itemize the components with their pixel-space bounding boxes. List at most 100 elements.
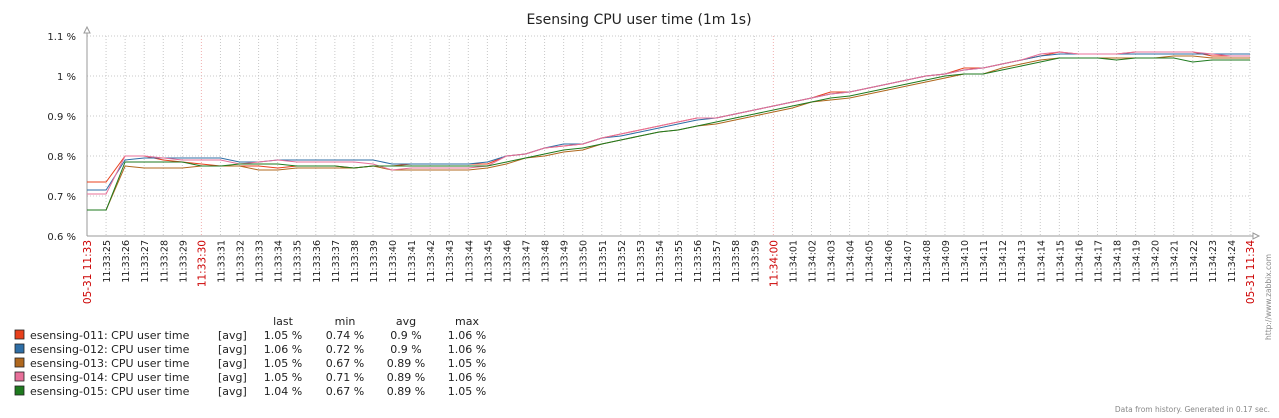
x-tick-label: 11:34:04 (846, 240, 857, 283)
series-line-1 (87, 51, 1250, 183)
y-tick-label: 0.7 % (47, 192, 76, 203)
x-tick-label: 11:33:32 (236, 240, 247, 283)
series-line-4 (87, 51, 1250, 195)
legend-aggregate: [avg] (218, 357, 247, 370)
legend: last min avg max esensing-011: CPU user … (14, 315, 486, 398)
legend-value-last: 1.04 % (264, 385, 302, 398)
y-tick-label: 0.8 % (47, 152, 76, 163)
legend-value-max: 1.05 % (448, 357, 486, 370)
x-tick-label: 11:33:42 (426, 240, 437, 283)
x-tick-label: 11:34:08 (922, 240, 933, 283)
series-line-5 (87, 57, 1250, 211)
legend-aggregate: [avg] (218, 385, 247, 398)
x-tick-label: 11:33:55 (674, 240, 685, 283)
y-tick-label: 0.6 % (47, 232, 76, 243)
x-tick-label: 11:33:37 (331, 240, 342, 283)
x-tick-label: 11:34:16 (1074, 240, 1085, 283)
x-tick-label: 11:34:03 (827, 240, 838, 283)
y-tick-label: 0.9 % (47, 112, 76, 123)
x-tick-label: 11:33:36 (312, 240, 323, 283)
x-tick-label: 11:33:50 (579, 240, 590, 283)
legend-value-avg: 0.9 % (390, 343, 421, 356)
legend-header-last: last (273, 315, 294, 328)
legend-value-min: 0.74 % (326, 329, 364, 342)
series-lines (87, 51, 1250, 211)
legend-value-avg: 0.89 % (387, 371, 425, 384)
x-tick-label: 11:34:10 (960, 240, 971, 283)
legend-aggregate: [avg] (218, 329, 247, 342)
x-tick-label: 11:34:21 (1170, 240, 1181, 283)
chart-title: Esensing CPU user time (1m 1s) (526, 12, 751, 28)
x-tick-label: 11:33:34 (274, 240, 285, 283)
legend-series-name: esensing-014: CPU user time (30, 371, 190, 384)
x-tick-label: 11:34:23 (1208, 240, 1219, 283)
x-tick-label: 11:33:25 (102, 240, 113, 283)
x-tick-label: 11:34:19 (1132, 240, 1143, 283)
x-tick-label: 11:33:28 (159, 240, 170, 283)
x-tick-label: 11:33:45 (483, 240, 494, 283)
legend-swatch (14, 385, 25, 396)
x-tick-label: 11:34:11 (979, 240, 990, 283)
legend-value-avg: 0.9 % (390, 329, 421, 342)
series-line-3 (87, 55, 1250, 211)
legend-aggregate: [avg] (218, 343, 247, 356)
x-tick-label: 11:33:49 (560, 240, 571, 283)
legend-aggregate: [avg] (218, 371, 247, 384)
x-tick-label: 11:33:43 (445, 240, 456, 283)
legend-swatch (14, 357, 25, 368)
legend-swatch (14, 371, 25, 382)
legend-header-avg: avg (396, 315, 416, 328)
x-tick-label: 11:33:40 (388, 240, 399, 283)
x-tick-label: 11:33:31 (216, 240, 227, 283)
x-tick-label: 11:34:09 (941, 240, 952, 283)
x-tick-label: 11:34:18 (1113, 240, 1124, 283)
x-tick-label: 11:33:27 (140, 240, 151, 283)
y-tick-label: 1 % (57, 72, 76, 83)
x-tick-label: 11:34:13 (1017, 240, 1028, 283)
x-tick-label: 11:33:26 (121, 240, 132, 283)
x-tick-label: 11:34:17 (1093, 240, 1104, 283)
x-tick-label: 11:34:22 (1189, 240, 1200, 283)
y-axis-arrow (83, 25, 91, 34)
legend-value-min: 0.71 % (326, 371, 364, 384)
x-tick-label: 11:33:48 (541, 240, 552, 283)
legend-header-max: max (455, 315, 479, 328)
x-tick-label: 11:33:53 (636, 240, 647, 283)
legend-series-name: esensing-012: CPU user time (30, 343, 190, 356)
x-tick-label: 11:34:00 (768, 240, 780, 287)
legend-value-last: 1.05 % (264, 329, 302, 342)
legend-value-min: 0.67 % (326, 385, 364, 398)
x-tick-label: 05-31 11:34 (1245, 240, 1257, 304)
x-tick-label: 11:33:47 (522, 240, 533, 283)
x-tick-label: 11:33:46 (502, 240, 513, 283)
legend-value-min: 0.67 % (326, 357, 364, 370)
x-tick-label: 11:33:44 (464, 240, 475, 283)
x-tick-label: 11:34:12 (998, 240, 1009, 283)
x-tick-label: 11:33:30 (196, 240, 208, 287)
x-tick-label: 11:33:57 (712, 240, 723, 283)
x-tick-label: 11:33:29 (178, 240, 189, 283)
x-tick-label: 11:34:20 (1151, 240, 1162, 283)
x-axis-arrow (1252, 232, 1261, 240)
legend-value-max: 1.06 % (448, 329, 486, 342)
x-tick-label: 11:34:02 (807, 240, 818, 283)
legend-value-min: 0.72 % (326, 343, 364, 356)
x-tick-label: 11:33:38 (350, 240, 361, 283)
y-tick-label: 1.1 % (47, 32, 76, 43)
legend-series-name: esensing-013: CPU user time (30, 357, 190, 370)
x-tick-label: 11:34:14 (1036, 240, 1047, 283)
legend-series-name: esensing-011: CPU user time (30, 329, 190, 342)
x-tick-label: 11:34:07 (903, 240, 914, 283)
legend-value-avg: 0.89 % (387, 357, 425, 370)
legend-swatch (14, 329, 25, 340)
legend-swatch (14, 343, 25, 354)
legend-value-last: 1.06 % (264, 343, 302, 356)
x-tick-label: 11:34:01 (788, 240, 799, 283)
legend-value-last: 1.05 % (264, 357, 302, 370)
chart-grid (87, 35, 1251, 236)
x-axis-ticks: 05-31 11:33 11:33:25 11:33:26 11:33:27 11:33… (82, 240, 1257, 304)
x-tick-label: 11:33:51 (598, 240, 609, 283)
legend-value-max: 1.06 % (448, 371, 486, 384)
x-tick-label: 11:34:15 (1055, 240, 1066, 283)
